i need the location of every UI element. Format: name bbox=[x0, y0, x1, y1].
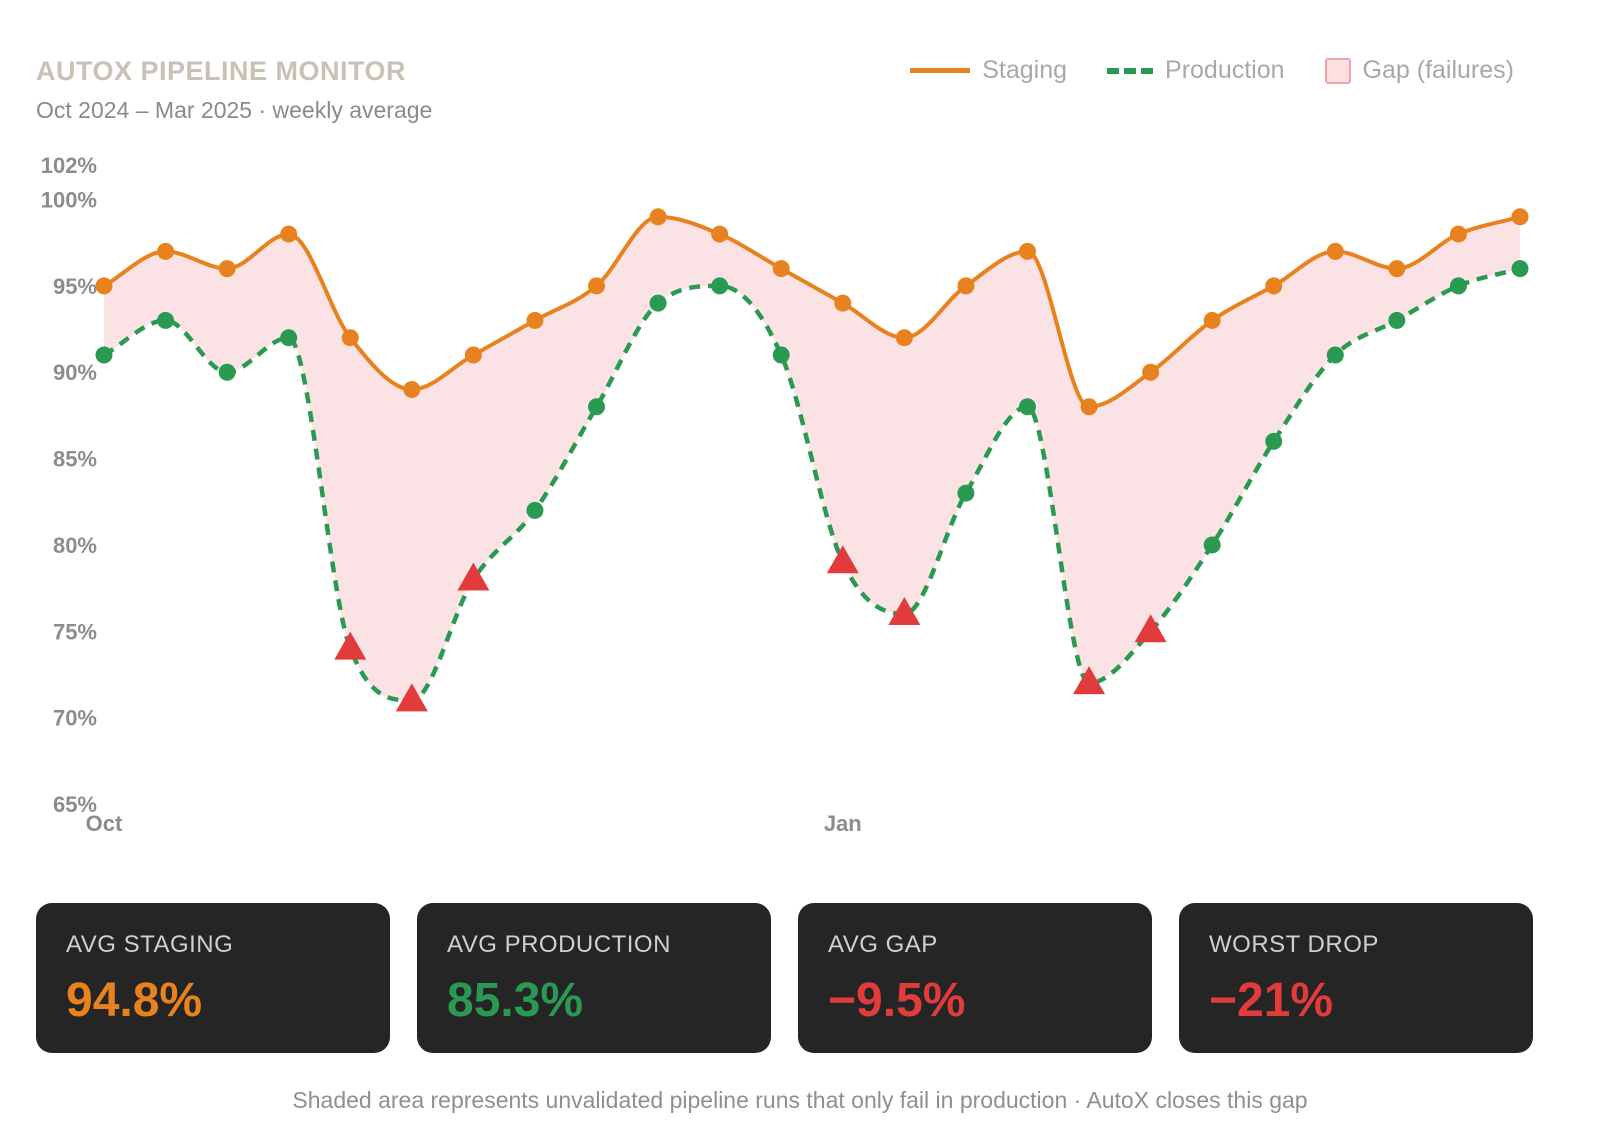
chart-title: AUTOX PIPELINE MONITOR bbox=[36, 56, 406, 87]
footnote: Shaded area represents unvalidated pipel… bbox=[0, 1087, 1600, 1114]
production-point bbox=[957, 485, 974, 502]
staging-point bbox=[219, 260, 236, 277]
legend-item-gap: Gap (failures) bbox=[1325, 56, 1514, 85]
staging-point bbox=[526, 312, 543, 329]
stat-label: AVG PRODUCTION bbox=[447, 931, 741, 959]
gap-fill-swatch bbox=[1325, 58, 1351, 84]
production-point bbox=[280, 329, 297, 346]
production-point bbox=[773, 346, 790, 363]
staging-point bbox=[834, 295, 851, 312]
staging-point bbox=[773, 260, 790, 277]
staging-point bbox=[157, 243, 174, 260]
y-tick-label: 85% bbox=[53, 447, 97, 472]
y-tick-label: 95% bbox=[53, 274, 97, 299]
staging-point bbox=[342, 329, 359, 346]
y-tick-label: 100% bbox=[41, 188, 97, 213]
stat-value: −21% bbox=[1209, 973, 1503, 1028]
staging-point bbox=[1142, 364, 1159, 381]
production-point bbox=[1388, 312, 1405, 329]
y-tick-label: 102% bbox=[41, 153, 97, 178]
staging-point bbox=[1019, 243, 1036, 260]
y-tick-label: 70% bbox=[53, 706, 97, 731]
production-point bbox=[157, 312, 174, 329]
staging-point bbox=[957, 277, 974, 294]
legend-item-production: Production bbox=[1107, 56, 1285, 85]
production-point bbox=[1327, 346, 1344, 363]
legend-label-gap: Gap (failures) bbox=[1363, 56, 1514, 85]
staging-point bbox=[1450, 226, 1467, 243]
legend-label-production: Production bbox=[1165, 56, 1285, 85]
production-point bbox=[96, 346, 113, 363]
staging-point bbox=[403, 381, 420, 398]
staging-point bbox=[96, 277, 113, 294]
legend-item-staging: Staging bbox=[910, 56, 1067, 85]
production-point bbox=[1450, 277, 1467, 294]
y-tick-label: 80% bbox=[53, 533, 97, 558]
production-point bbox=[219, 364, 236, 381]
stat-card-avg-production: AVG PRODUCTION 85.3% bbox=[417, 903, 771, 1053]
production-point bbox=[588, 398, 605, 415]
staging-point bbox=[465, 346, 482, 363]
x-tick-label: Jan bbox=[824, 811, 862, 836]
staging-point bbox=[1512, 208, 1529, 225]
stat-cards: AVG STAGING 94.8% AVG PRODUCTION 85.3% A… bbox=[36, 903, 1533, 1053]
chart-subtitle: Oct 2024 – Mar 2025 · weekly average bbox=[36, 97, 432, 124]
stat-label: AVG STAGING bbox=[66, 931, 360, 959]
legend-label-staging: Staging bbox=[982, 56, 1067, 85]
production-point bbox=[1019, 398, 1036, 415]
staging-point bbox=[588, 277, 605, 294]
stat-value: 85.3% bbox=[447, 973, 741, 1028]
staging-point bbox=[711, 226, 728, 243]
stat-label: WORST DROP bbox=[1209, 931, 1503, 959]
staging-point bbox=[650, 208, 667, 225]
stat-card-worst-drop: WORST DROP −21% bbox=[1179, 903, 1533, 1053]
stat-card-avg-staging: AVG STAGING 94.8% bbox=[36, 903, 390, 1053]
y-tick-label: 75% bbox=[53, 619, 97, 644]
y-axis: 65%70%75%80%85%90%95%100%102% bbox=[41, 153, 97, 817]
y-tick-label: 90% bbox=[53, 360, 97, 385]
staging-point bbox=[1265, 277, 1282, 294]
staging-point bbox=[1081, 398, 1098, 415]
stat-value: −9.5% bbox=[828, 973, 1122, 1028]
production-point bbox=[526, 502, 543, 519]
staging-point bbox=[280, 226, 297, 243]
staging-point bbox=[1204, 312, 1221, 329]
legend: Staging Production Gap (failures) bbox=[910, 56, 1514, 85]
production-point bbox=[1204, 536, 1221, 553]
production-dash-swatch bbox=[1107, 68, 1153, 74]
x-tick-label: Oct bbox=[86, 811, 123, 836]
x-axis: Oct Jan bbox=[86, 811, 862, 836]
stat-card-avg-gap: AVG GAP −9.5% bbox=[798, 903, 1152, 1053]
production-point bbox=[650, 295, 667, 312]
staging-line-swatch bbox=[910, 68, 970, 73]
staging-point bbox=[1388, 260, 1405, 277]
staging-point bbox=[896, 329, 913, 346]
production-point bbox=[1265, 433, 1282, 450]
line-chart: 65%70%75%80%85%90%95%100%102% Oct Jan bbox=[0, 140, 1600, 850]
stat-value: 94.8% bbox=[66, 973, 360, 1028]
production-point bbox=[1512, 260, 1529, 277]
production-point bbox=[711, 277, 728, 294]
staging-point bbox=[1327, 243, 1344, 260]
stat-label: AVG GAP bbox=[828, 931, 1122, 959]
